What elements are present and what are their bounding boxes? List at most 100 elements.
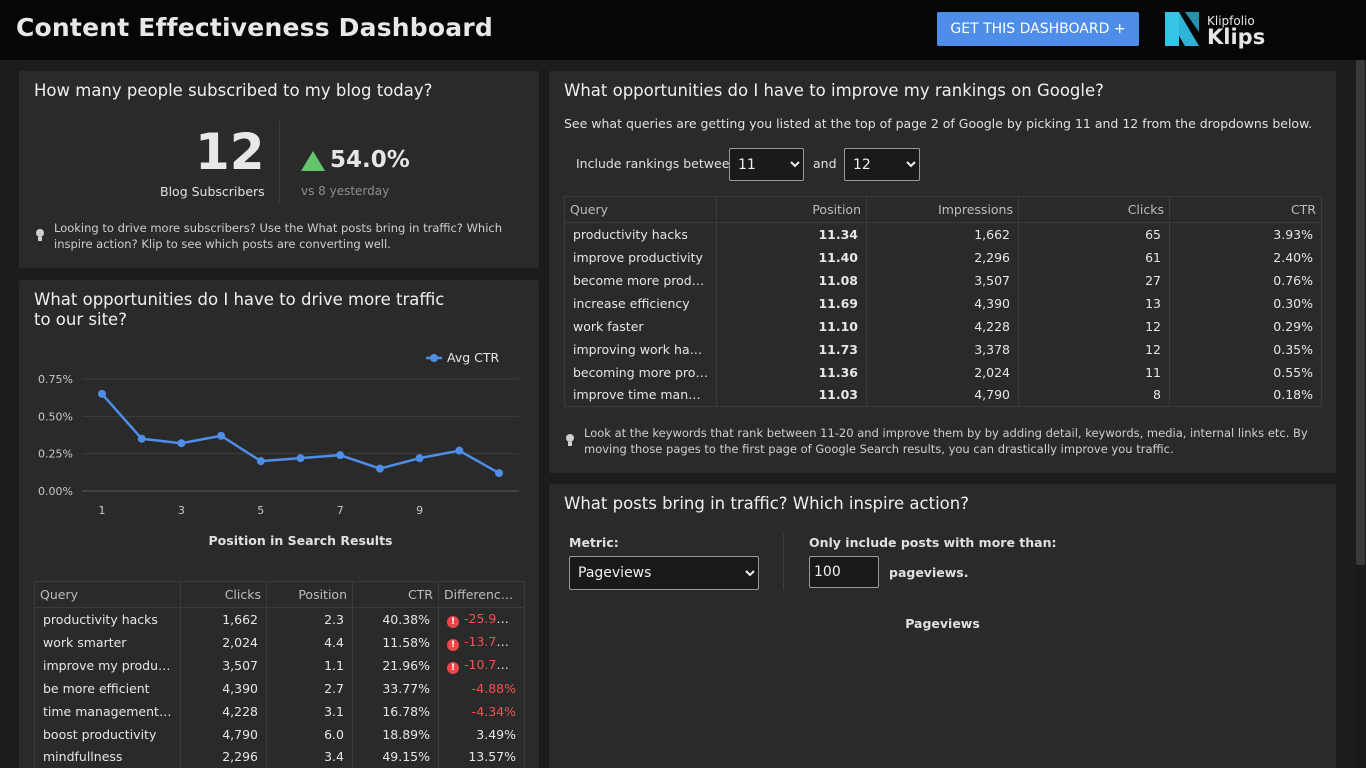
column-header[interactable]: Query [564,196,717,223]
column-header[interactable]: Difference ... [438,581,525,608]
metric-select[interactable]: Pageviews [569,556,759,590]
cell-difference: -4.34% [438,699,525,723]
table-row[interactable]: be more efficient 4,390 2.7 33.77% -4.88% [34,676,525,700]
cell-position: 2.7 [266,676,353,700]
top-bar: Content Effectiveness Dashboard GET THIS… [0,0,1366,60]
table-row[interactable]: mindfullness 2,296 3.4 49.15% 13.57% [34,745,525,768]
cell-clicks: 12 [1018,314,1170,338]
cell-difference: 3.49% [438,722,525,746]
column-header[interactable]: Position [266,581,353,608]
table-row[interactable]: work smarter 2,024 4.4 11.58%! -13.72% [34,630,525,654]
rankings-panel: What opportunities do I have to improve … [549,71,1336,473]
threshold-label: Only include posts with more than: [809,535,1057,550]
cell-impressions: 4,790 [866,383,1019,407]
cell-clicks: 4,228 [180,699,267,723]
table-row[interactable]: become more produc... 11.08 3,507 27 0.76% [564,268,1322,292]
cell-query: becoming more prod... [564,360,717,384]
cell-clicks: 1,662 [180,607,267,631]
x-tick-label: 3 [178,504,185,517]
data-point [375,464,384,473]
rankings-title: What opportunities do I have to improve … [564,81,1104,100]
cell-ctr: 2.40% [1169,245,1322,269]
page-scrollbar[interactable] [1355,60,1366,768]
table-row[interactable]: becoming more prod... 11.36 2,024 11 0.55% [564,360,1322,384]
cell-query: mindfullness [34,745,181,768]
alert-icon: ! [447,638,459,651]
cell-clicks: 2,296 [180,745,267,768]
cell-position: 4.4 [266,630,353,654]
rankings-range-label: Include rankings between [576,156,738,171]
table-row[interactable]: improve time manag... 11.03 4,790 8 0.18% [564,383,1322,407]
cell-position: 11.08 [716,268,867,292]
cell-ctr: 0.35% [1169,337,1322,361]
cell-ctr: 0.18% [1169,383,1322,407]
traffic-title: What opportunities do I have to drive mo… [34,290,445,329]
cell-ctr: 33.77% [352,676,439,700]
ranking-from-select[interactable]: 11 [729,148,804,181]
cell-position: 11.10 [716,314,867,338]
table-row[interactable]: increase efficiency 11.69 4,390 13 0.30% [564,291,1322,315]
difference-value: -10.71% [464,656,517,672]
y-tick-label: 0.25% [38,448,73,461]
dashboard-title: Content Effectiveness Dashboard [16,13,493,42]
column-header[interactable]: Clicks [1018,196,1170,223]
get-dashboard-button[interactable]: GET THIS DASHBOARD + [937,12,1139,46]
cell-position: 11.40 [716,245,867,269]
rankings-description: See what queries are getting you listed … [564,116,1313,131]
cell-impressions: 1,662 [866,222,1019,246]
subscriber-change: 54.0% [330,147,410,173]
cell-query: boost productivity [34,722,181,746]
cell-ctr: 11.58% [352,630,439,654]
klipfolio-logo[interactable]: Klipfolio Klips [1165,12,1266,49]
column-header[interactable]: Position [716,196,867,223]
table-row[interactable]: improve my product... 3,507 1.1 21.96%! -10.… [34,653,525,677]
column-header[interactable]: CTR [1169,196,1322,223]
table-row[interactable]: productivity hacks 11.34 1,662 65 3.93% [564,222,1322,246]
threshold-input[interactable] [809,556,879,588]
table-row[interactable]: work faster 11.10 4,228 12 0.29% [564,314,1322,338]
cell-position: 11.36 [716,360,867,384]
cell-position: 2.3 [266,607,353,631]
legend-marker [430,354,438,362]
cell-difference: ! -10.71% [438,653,525,677]
ranking-to-select[interactable]: 12 [844,148,920,181]
up-arrow-icon [301,151,325,171]
column-header[interactable]: CTR [352,581,439,608]
klips-logo-icon [1165,12,1199,46]
cell-difference: -4.88% [438,676,525,700]
x-tick-label: 1 [99,504,106,517]
table-row[interactable]: improving work habits 11.73 3,378 12 0.35% [564,337,1322,361]
cell-clicks: 65 [1018,222,1170,246]
x-tick-label: 7 [337,504,344,517]
y-tick-label: 0.00% [38,485,73,498]
rankings-hint: Look at the keywords that rank between 1… [584,426,1308,456]
scrollbar-thumb[interactable] [1356,60,1365,565]
cell-ctr: 3.93% [1169,222,1322,246]
difference-value: 3.49% [476,726,516,742]
cell-impressions: 2,296 [866,245,1019,269]
alert-icon: ! [447,661,459,674]
cell-ctr: 0.30% [1169,291,1322,315]
cell-ctr: 0.76% [1169,268,1322,292]
logo-brand-big: Klips [1207,25,1266,49]
table-row[interactable]: boost productivity 4,790 6.0 18.89% 3.49% [34,722,525,746]
table-row[interactable]: improve productivity 11.40 2,296 61 2.40% [564,245,1322,269]
cell-ctr: 18.89% [352,722,439,746]
legend-label: Avg CTR [447,350,499,365]
data-point [217,431,226,440]
table-row[interactable]: productivity hacks 1,662 2.3 40.38%! -25.92% [34,607,525,631]
cell-query: improve time manag... [564,383,717,407]
data-point [256,457,265,466]
column-header[interactable]: Impressions [866,196,1019,223]
table-row[interactable]: time management s... 4,228 3.1 16.78% -4.34% [34,699,525,723]
kpi-divider [279,121,280,203]
column-header[interactable]: Query [34,581,181,608]
cell-query: improving work habits [564,337,717,361]
column-header[interactable]: Clicks [180,581,267,608]
cell-clicks: 27 [1018,268,1170,292]
cell-clicks: 61 [1018,245,1170,269]
difference-value: -4.34% [471,703,516,719]
cell-position: 11.73 [716,337,867,361]
cell-impressions: 2,024 [866,360,1019,384]
data-point [137,434,146,443]
